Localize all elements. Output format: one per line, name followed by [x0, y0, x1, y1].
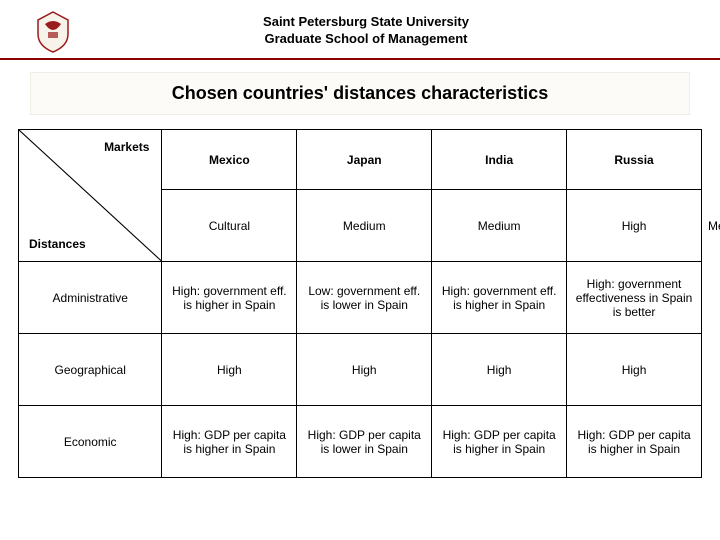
col-header: India [432, 130, 567, 190]
cell: Low: government eff. is lower in Spain [297, 262, 432, 334]
col-header: Russia [567, 130, 702, 190]
cell: High: government eff. is higher in Spain [432, 262, 567, 334]
row-label: Administrative [19, 262, 162, 334]
distances-axis-label: Distances [29, 237, 86, 251]
university-crest-icon [30, 8, 76, 54]
distances-table-wrap: Markets Distances Mexico Japan India Rus… [0, 129, 720, 478]
table-row: Geographical High High High High [19, 334, 702, 406]
distances-table: Markets Distances Mexico Japan India Rus… [18, 129, 702, 478]
header-row: Markets Distances Mexico Japan India Rus… [19, 130, 702, 190]
diagonal-header-cell: Markets Distances [19, 130, 162, 262]
col-header: Mexico [162, 130, 297, 190]
cell: High: GDP per capita is higher in Spain [567, 406, 702, 478]
cell: High: government effectiveness in Spain … [567, 262, 702, 334]
row-label: Cultural [162, 190, 297, 262]
cell: High [162, 334, 297, 406]
cell: High: GDP per capita is higher in Spain [162, 406, 297, 478]
cell: High: GDP per capita is higher in Spain [432, 406, 567, 478]
slide-header: Saint Petersburg State University Gradua… [0, 0, 720, 60]
table-row: Economic High: GDP per capita is higher … [19, 406, 702, 478]
table-row: Administrative High: government eff. is … [19, 262, 702, 334]
cell: High [567, 190, 702, 262]
cell: High [432, 334, 567, 406]
row-label: Geographical [19, 334, 162, 406]
university-name: Saint Petersburg State University Gradua… [88, 14, 690, 48]
cell: High [297, 334, 432, 406]
row-label: Economic [19, 406, 162, 478]
university-line1: Saint Petersburg State University [88, 14, 644, 31]
col-header: Japan [297, 130, 432, 190]
slide-title: Chosen countries' distances characterist… [45, 83, 675, 104]
cell: High: GDP per capita is lower in Spain [297, 406, 432, 478]
cell: High [567, 334, 702, 406]
cell: Medium [297, 190, 432, 262]
cell: Medium [432, 190, 567, 262]
university-line2: Graduate School of Management [88, 31, 644, 48]
markets-axis-label: Markets [104, 140, 149, 154]
cell: High: government eff. is higher in Spain [162, 262, 297, 334]
title-box: Chosen countries' distances characterist… [30, 72, 690, 115]
